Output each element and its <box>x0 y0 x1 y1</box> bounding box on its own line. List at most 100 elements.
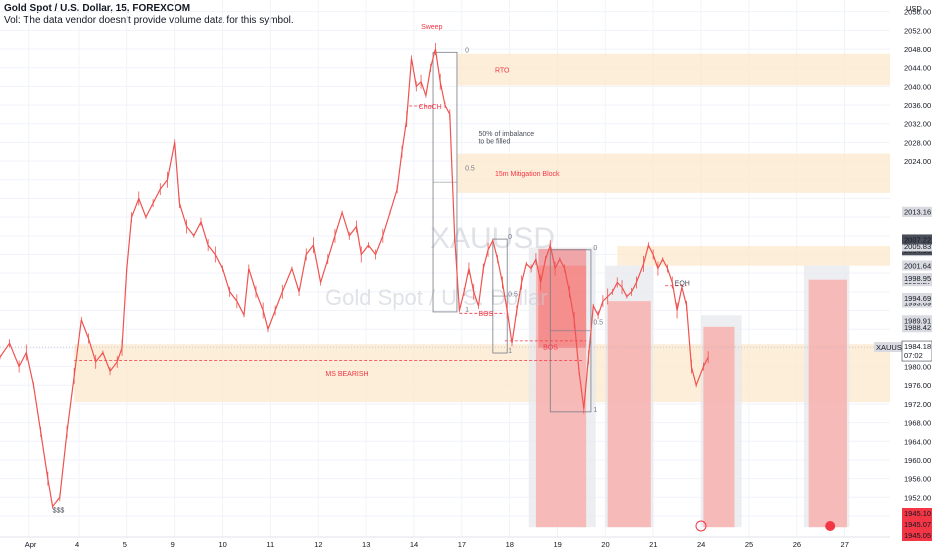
price-badge-bg <box>902 292 932 303</box>
volume-note: Vol: The data vendor doesn't provide vol… <box>4 15 294 26</box>
zone-3 <box>74 344 890 403</box>
price-tick: 2052.00 <box>904 26 931 35</box>
last-price-badge: 1984.18 <box>904 342 931 351</box>
annotation-0-5: 0.5 <box>593 320 603 327</box>
symbol-badge: XAUUSD <box>876 343 908 352</box>
time-tick-19: 19 <box>553 540 561 549</box>
price-tick: 2036.00 <box>904 101 931 110</box>
annotation-bos: BOS <box>478 311 493 318</box>
zone-2 <box>617 246 890 266</box>
fvg-highlight <box>538 248 587 348</box>
price-tick: 2040.00 <box>904 82 931 91</box>
time-tick-apr: Apr <box>25 540 37 549</box>
annotation-0-5: 0.5 <box>508 292 518 299</box>
last-price-time: 07:02 <box>904 351 923 360</box>
price-badge-bg <box>902 273 932 284</box>
time-tick-24: 24 <box>697 540 705 549</box>
annotation-eqh: EQH <box>675 280 690 287</box>
zone-label-0: RTO <box>495 68 510 75</box>
lower-price-badge: 1945.10 <box>904 509 931 518</box>
time-axis-bg <box>0 537 890 550</box>
annotation-1: 1 <box>465 307 469 314</box>
price-tick: 1980.00 <box>904 363 931 372</box>
annotation-0: 0 <box>465 47 469 54</box>
event-flag-icon <box>695 520 707 532</box>
imbalance-column-3 <box>607 301 651 528</box>
price-tick: 1968.00 <box>904 419 931 428</box>
price-tick: 1956.00 <box>904 475 931 484</box>
price-series-layer <box>0 43 709 509</box>
price-badge: 1988.42 <box>904 323 931 332</box>
time-tick-11: 11 <box>266 540 274 549</box>
price-badge: 2001.64 <box>904 262 931 271</box>
chart-title: Gold Spot / U.S. Dollar, 15, FOREXCOM <box>4 3 191 14</box>
annotation-1: 1 <box>593 407 597 414</box>
price-badge-bg <box>902 206 932 217</box>
annotation-0: 0 <box>593 245 597 252</box>
annotation-1: 1 <box>508 348 512 355</box>
price-axis[interactable]: USD1948.001952.001956.001960.001964.0019… <box>874 0 932 550</box>
time-tick-18: 18 <box>506 540 514 549</box>
price-badge: 2005.83 <box>904 242 931 251</box>
zone-label-3: MS BEARISH <box>325 371 368 378</box>
annotation-bos: BOS <box>543 344 558 351</box>
zone-0 <box>456 53 890 86</box>
time-tick-5: 5 <box>123 540 127 549</box>
time-tick-27: 27 <box>841 540 849 549</box>
price-badge: 2013.16 <box>904 208 931 217</box>
annotation--: $$$ <box>53 508 65 515</box>
annotation-sweep: Sweep <box>421 24 443 31</box>
time-tick-4: 4 <box>75 540 79 549</box>
price-tick: 2024.00 <box>904 157 931 166</box>
price-tick: 1960.00 <box>904 456 931 465</box>
price-badge-bg <box>902 234 932 245</box>
time-tick-17: 17 <box>458 540 466 549</box>
time-tick-26: 26 <box>793 540 801 549</box>
time-axis[interactable]: Apr 4 5 9 10 11 12 13 14 17 18 19 20 21 24 25 26 27 <box>0 520 890 550</box>
price-badge-bg <box>902 240 932 251</box>
time-tick-20: 20 <box>601 540 609 549</box>
zone-1 <box>456 153 890 193</box>
price-tick: 2044.00 <box>904 64 931 73</box>
lower-price-badge-bg <box>902 530 932 541</box>
time-tick-14: 14 <box>410 540 418 549</box>
lower-price-badge: 1945.07 <box>904 520 931 529</box>
price-tick: 2048.00 <box>904 45 931 54</box>
symbol-badge-bg <box>874 342 902 353</box>
axis-unit-label: USD <box>906 4 922 13</box>
economic-event-icon <box>825 521 836 531</box>
zone-label-1: 15m Mitigation Block <box>495 171 560 178</box>
zones-layer <box>0 0 890 537</box>
price-tick: 2032.00 <box>904 120 931 129</box>
time-tick-25: 25 <box>745 540 753 549</box>
annotation-0-5: 0.5 <box>465 165 475 172</box>
price-badge: 2007.22 <box>904 235 931 244</box>
watermark-name: Gold Spot / U.S. Dollar <box>325 285 548 310</box>
annotation-choch: ChoCH <box>419 104 442 111</box>
price-tick: 2028.00 <box>904 138 931 147</box>
price-tick: 1964.00 <box>904 437 931 446</box>
price-tick: 2056.00 <box>904 8 931 17</box>
price-badge: 1994.69 <box>904 294 931 303</box>
price-badge-bg <box>902 322 932 333</box>
annotation-0: 0 <box>508 234 512 241</box>
price-tick: 1952.00 <box>904 493 931 502</box>
annotation-50-of-imbalance: 50% of imbalance <box>478 131 534 138</box>
price-badge-bg <box>902 260 932 271</box>
lower-price-badge: 1945.05 <box>904 531 931 540</box>
price-badge-bg <box>902 315 932 326</box>
time-tick-13: 13 <box>362 540 370 549</box>
price-series <box>0 48 709 509</box>
price-tick: 1972.00 <box>904 400 931 409</box>
annotation-to-be-filled: to be filled <box>478 138 510 145</box>
time-tick-12: 12 <box>314 540 322 549</box>
price-tick: 1976.00 <box>904 381 931 390</box>
price-badge: 1989.91 <box>904 316 931 325</box>
lower-price-badge-bg <box>902 508 932 519</box>
lower-price-badge-bg <box>902 519 932 530</box>
time-tick-9: 9 <box>171 540 175 549</box>
last-price-badge-bg <box>901 340 932 362</box>
